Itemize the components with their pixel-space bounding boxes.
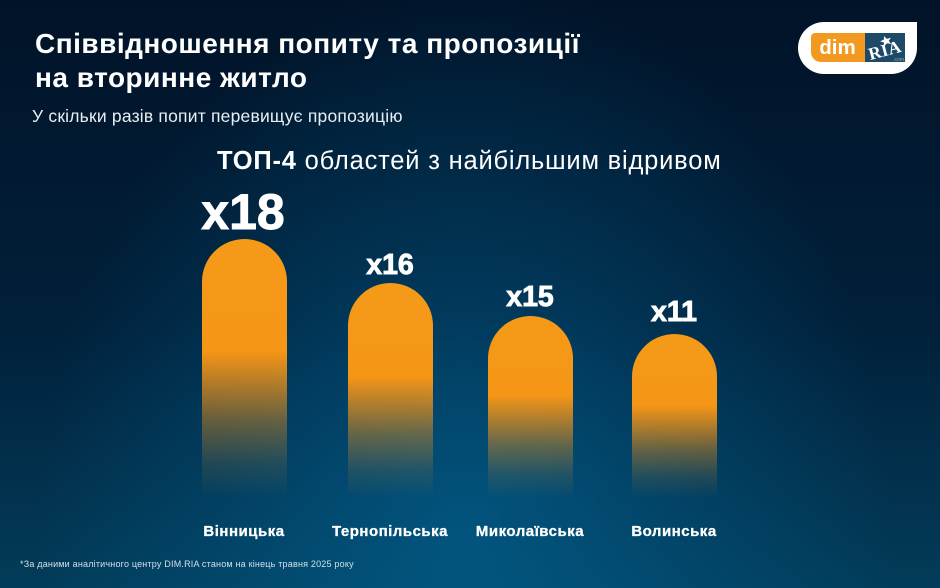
svg-text:.com: .com <box>893 57 904 62</box>
